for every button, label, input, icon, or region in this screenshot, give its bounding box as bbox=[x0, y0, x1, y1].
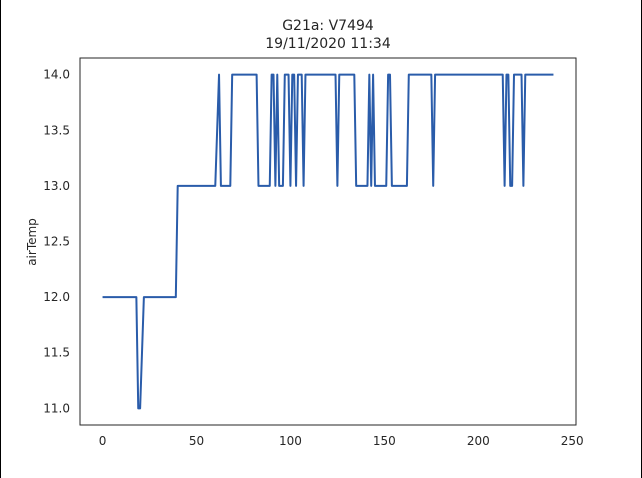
y-axis-label: airTemp bbox=[25, 218, 39, 266]
y-tick-label: 13.0 bbox=[43, 179, 70, 193]
chart-title: G21a: V7494 bbox=[282, 18, 374, 34]
x-tick-label: 100 bbox=[279, 434, 302, 448]
x-tick-label: 200 bbox=[467, 434, 490, 448]
x-tick-label: 250 bbox=[561, 434, 584, 448]
x-axis-ticks: 0 50 100 150 200 250 bbox=[99, 434, 584, 448]
y-tick-label: 12.5 bbox=[43, 235, 70, 249]
series-lines bbox=[102, 73, 554, 410]
chart-subtitle: 19/11/2020 11:34 bbox=[265, 36, 391, 52]
y-tick-label: 13.5 bbox=[43, 123, 70, 137]
x-tick-label: 50 bbox=[189, 434, 204, 448]
y-tick-label: 11.0 bbox=[43, 401, 70, 415]
x-tick-label: 150 bbox=[373, 434, 396, 448]
y-tick-label: 12.0 bbox=[43, 290, 70, 304]
x-tick-label: 0 bbox=[99, 434, 107, 448]
plot-area bbox=[79, 57, 577, 426]
y-tick-label: 11.5 bbox=[43, 346, 70, 360]
y-tick-label: 14.0 bbox=[43, 68, 70, 82]
series-line-0 bbox=[102, 73, 554, 410]
y-axis-ticks: 11.0 11.5 12.0 12.5 13.0 13.5 14.0 bbox=[43, 68, 70, 416]
